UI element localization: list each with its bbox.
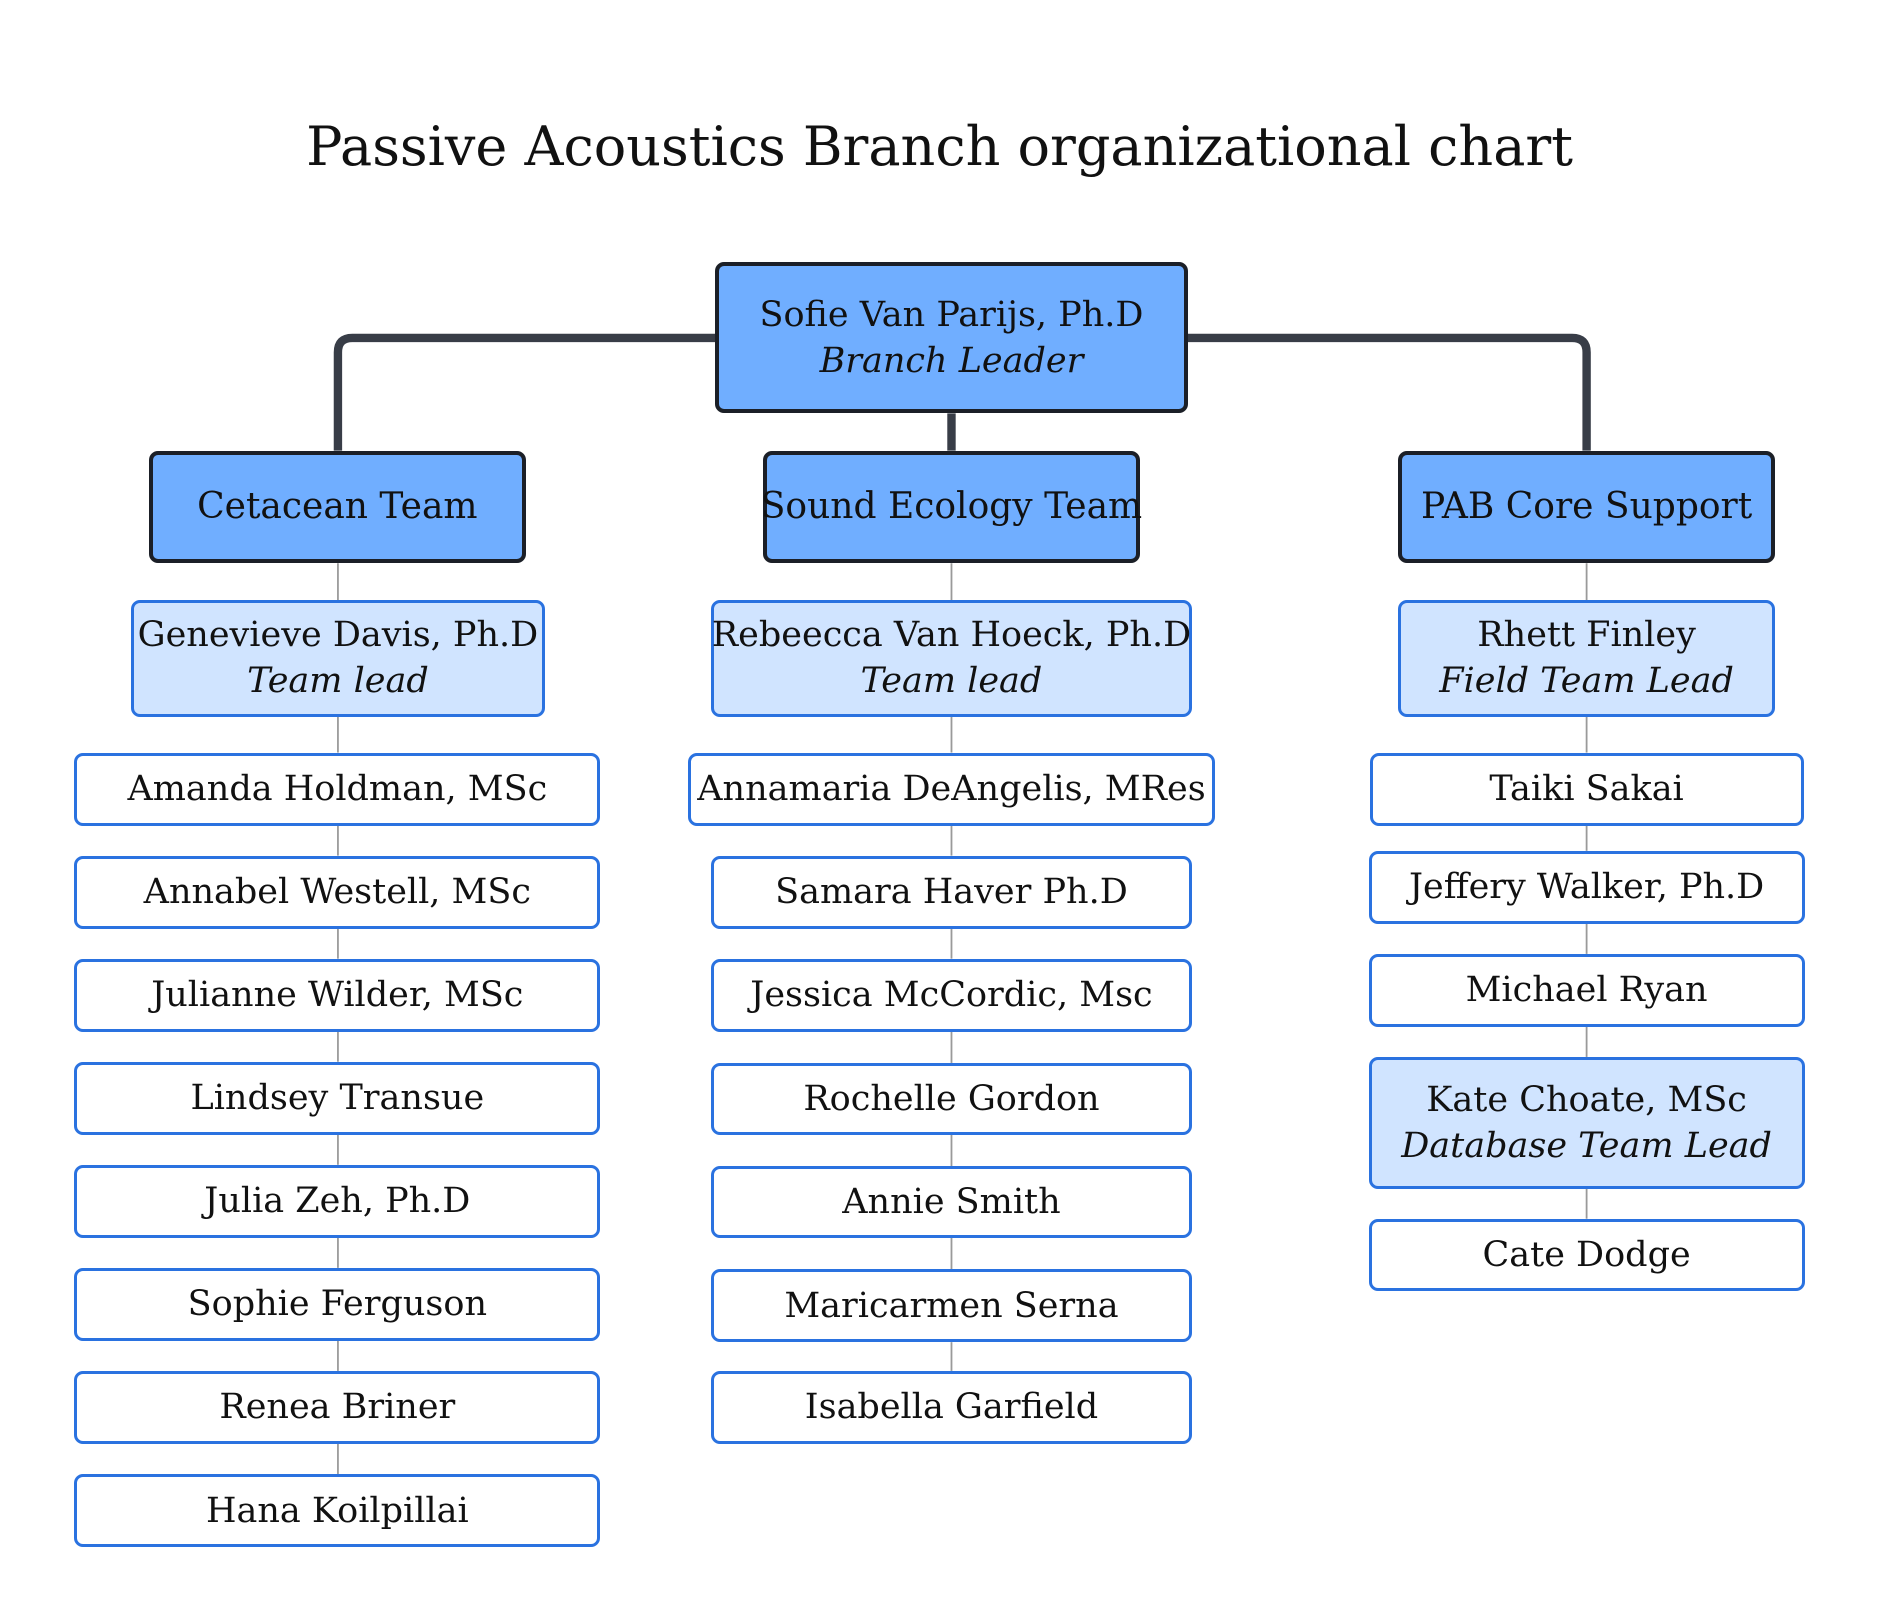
member-name: Renea Briner: [219, 1387, 456, 1428]
member-box: Hana Koilpillai: [74, 1473, 601, 1548]
team-lead-name: Rhett Finley: [1477, 615, 1696, 656]
member-box: Annamaria DeAngelis, MRes: [687, 752, 1216, 826]
team-name: PAB Core Support: [1420, 485, 1753, 527]
chart-title: Passive Acoustics Branch organizational …: [306, 115, 1573, 178]
connector-right: [1186, 333, 1591, 451]
member-name: Sophie Ferguson: [187, 1284, 488, 1325]
member-name: Kate Choate, MSc: [1426, 1079, 1747, 1120]
member-box: Annie Smith: [710, 1165, 1193, 1238]
member-name: Rochelle Gordon: [803, 1078, 1100, 1119]
member-name: Lindsey Transue: [190, 1078, 485, 1119]
member-role: Database Team Lead: [1401, 1125, 1772, 1166]
member-box: Rochelle Gordon: [710, 1062, 1193, 1135]
team-lead-role: Team lead: [247, 661, 429, 702]
member-box: Sophie Ferguson: [74, 1267, 601, 1341]
team-lead-cetacean-team: Genevieve Davis, Ph.D Team lead: [130, 600, 546, 717]
member-name: Julianne Wilder, MSc: [151, 975, 524, 1016]
branch-leader-name: Sofie Van Parijs, Ph.D: [759, 294, 1144, 335]
connector-left: [333, 333, 717, 451]
member-name: Annabel Westell, MSc: [143, 872, 531, 913]
team-lead-role: Field Team Lead: [1439, 661, 1734, 702]
team-header-cetacean-team: Cetacean Team: [148, 450, 527, 564]
member-name: Annamaria DeAngelis, MRes: [697, 769, 1206, 810]
member-box: Renea Briner: [74, 1370, 601, 1444]
member-box: Jessica McCordic, Msc: [710, 958, 1193, 1032]
member-name: Michael Ryan: [1465, 970, 1708, 1011]
member-name: Julia Zeh, Ph.D: [204, 1181, 471, 1222]
branch-leader-role: Branch Leader: [819, 340, 1084, 381]
team-lead-name: Rebeecca Van Hoeck, Ph.D: [711, 615, 1192, 656]
branch-leader-box: Sofie Van Parijs, Ph.D Branch Leader: [715, 262, 1188, 414]
member-name: Isabella Garfield: [804, 1387, 1099, 1428]
member-box: Amanda Holdman, MSc: [74, 752, 601, 826]
member-box: Maricarmen Serna: [710, 1269, 1193, 1343]
member-box: Isabella Garfield: [710, 1370, 1193, 1444]
team-lead-sound-ecology-team: Rebeecca Van Hoeck, Ph.D Team lead: [710, 600, 1193, 717]
team-lead-role: Team lead: [860, 661, 1043, 702]
member-box: Annabel Westell, MSc: [74, 855, 601, 929]
member-box: Jeffery Walker, Ph.D: [1368, 850, 1805, 924]
member-name: Cate Dodge: [1482, 1234, 1691, 1275]
member-name: Maricarmen Serna: [784, 1285, 1119, 1326]
team-lead-pab-core-support: Rhett Finley Field Team Lead: [1398, 600, 1775, 717]
team-name: Sound Ecology Team: [760, 485, 1143, 527]
team-lead-name: Genevieve Davis, Ph.D: [137, 615, 539, 656]
member-box: Lindsey Transue: [74, 1061, 601, 1135]
member-box: Michael Ryan: [1368, 953, 1805, 1027]
member-name: Hana Koilpillai: [206, 1490, 469, 1531]
member-name: Annie Smith: [842, 1181, 1061, 1222]
member-box: Taiki Sakai: [1369, 752, 1804, 826]
member-name: Amanda Holdman, MSc: [127, 769, 548, 810]
member-name: Jeffery Walker, Ph.D: [1408, 867, 1765, 908]
member-name: Samara Haver Ph.D: [775, 872, 1128, 913]
member-box: Samara Haver Ph.D: [710, 855, 1193, 929]
team-header-pab-core-support: PAB Core Support: [1398, 450, 1775, 564]
member-box: Cate Dodge: [1368, 1218, 1805, 1291]
team-name: Cetacean Team: [197, 485, 478, 527]
member-box: Julianne Wilder, MSc: [74, 958, 601, 1032]
member-name: Jessica McCordic, Msc: [750, 975, 1153, 1016]
member-box: Kate Choate, MSc Database Team Lead: [1368, 1056, 1805, 1189]
member-name: Taiki Sakai: [1489, 769, 1684, 810]
member-box: Julia Zeh, Ph.D: [74, 1164, 601, 1238]
team-header-sound-ecology-team: Sound Ecology Team: [760, 450, 1143, 564]
